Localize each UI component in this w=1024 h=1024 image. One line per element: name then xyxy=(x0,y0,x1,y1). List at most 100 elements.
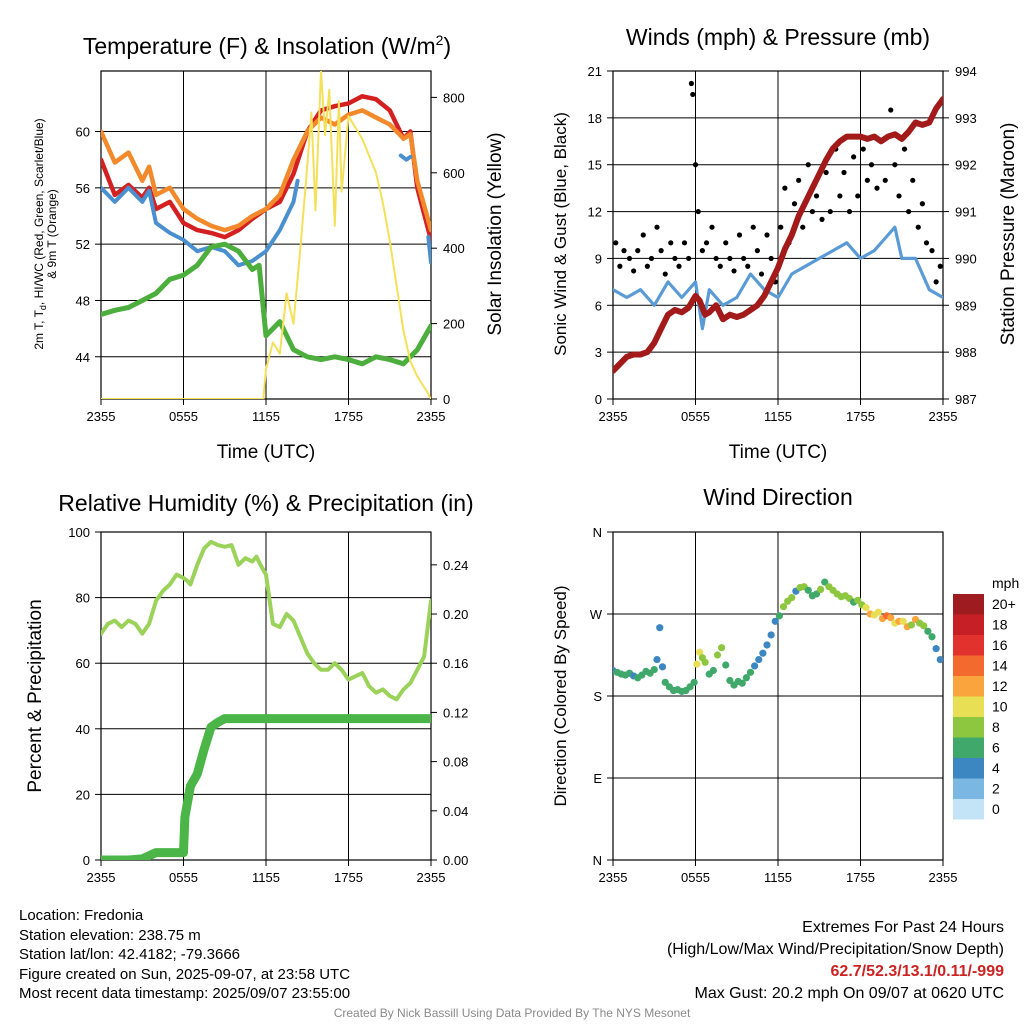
direction-point xyxy=(653,655,661,664)
humidity-right-tick-label: 0.16 xyxy=(443,656,468,671)
winds-gust-point xyxy=(892,162,898,168)
winds-right-tick-label: 994 xyxy=(955,64,977,79)
winds-right-tick-label: 987 xyxy=(955,392,977,407)
direction-point xyxy=(817,585,825,594)
temperature-hi-wc-line xyxy=(101,153,431,268)
winds-gust-point xyxy=(731,268,737,274)
winds-gust-point xyxy=(754,248,760,254)
winds-gust-point xyxy=(796,177,802,183)
winds-y-tick-label: 18 xyxy=(588,111,602,126)
direction-legend-title: mph xyxy=(992,575,1019,591)
winds-gust-point xyxy=(805,162,811,168)
winds-right-axis-label: Station Pressure (Maroon) xyxy=(998,123,1019,346)
humidity-plot-frame xyxy=(100,531,432,861)
speed-legend-swatch xyxy=(953,717,984,738)
direction-point xyxy=(821,578,829,586)
temperature-left-axis-label: 2m T, Td, HI/WC (Red, Green, Scarlet/Blu… xyxy=(32,118,48,349)
speed-legend-label: 4 xyxy=(992,760,1000,776)
humidity-right-tick-label: 0.24 xyxy=(443,558,468,573)
direction-point xyxy=(854,596,862,604)
extremes-title: Extremes For Past 24 Hours xyxy=(802,919,1004,936)
winds-gust-point xyxy=(910,177,916,183)
direction-point xyxy=(763,641,771,649)
temperature-series-group xyxy=(101,71,431,399)
humidity-series-group xyxy=(101,539,431,860)
winds-sonic-wind-line xyxy=(613,225,943,331)
winds-left-axis-label: Sonic Wind & Gust (Blue, Black) xyxy=(551,112,570,356)
humidity-y-tick-label: 60 xyxy=(76,656,90,671)
winds-gust-point xyxy=(937,263,943,269)
temperature-right-tick-label: 200 xyxy=(443,317,465,332)
direction-point xyxy=(713,651,722,659)
winds-gust-point xyxy=(713,255,719,262)
humidity-y-tick-label: 40 xyxy=(76,722,90,737)
winds-right-tick-label: 991 xyxy=(955,205,977,220)
humidity-y-tick-label: 100 xyxy=(68,525,90,540)
winds-y-tick-label: 12 xyxy=(588,205,602,220)
direction-point xyxy=(920,622,928,630)
humidity-precipitation-line xyxy=(101,714,431,860)
winds-x-tick-label: 2355 xyxy=(929,409,958,424)
humidity-right-tick-label: 0.04 xyxy=(443,804,468,819)
winds-gust-point xyxy=(758,271,765,277)
speed-legend-swatch xyxy=(953,594,984,615)
winds-pressure-line xyxy=(613,96,943,374)
direction-point xyxy=(701,658,709,666)
temperature-right-tick-label: 400 xyxy=(443,241,465,256)
humidity-x-tick-label: 1755 xyxy=(334,870,363,885)
winds-gust-point xyxy=(695,208,701,215)
credit-line: Created By Nick Bassill Using Data Provi… xyxy=(333,1006,691,1020)
speed-legend-label: 10 xyxy=(992,699,1008,715)
humidity-right-tick-label: 0.12 xyxy=(443,705,468,720)
winds-gust-point xyxy=(690,91,696,98)
humidity-axes: 2355 0555 1155 1755 2355 0 20 40 60 80 100 0.00 0.04… xyxy=(68,525,468,885)
winds-gust-point xyxy=(709,224,715,230)
humidity-y-tick-label: 20 xyxy=(76,787,90,802)
temperature-9m-t-line xyxy=(101,108,431,233)
winds-gust-point xyxy=(813,193,820,199)
humidity-relative-humidity-line xyxy=(101,539,431,702)
temperature-x-tick-label: 1755 xyxy=(334,409,363,424)
winds-gust-point xyxy=(741,255,747,262)
temperature-x-tick-label: 2355 xyxy=(87,409,116,424)
temperature-y-tick-label: 48 xyxy=(76,293,90,308)
speed-legend-swatch xyxy=(953,635,984,656)
direction-point xyxy=(767,631,775,639)
direction-point xyxy=(696,648,704,656)
winds-gust-point xyxy=(668,240,674,246)
winds-gust-point xyxy=(640,232,646,238)
humidity-x-tick-label: 2355 xyxy=(87,870,116,885)
direction-point xyxy=(804,586,812,594)
temperature-y-tick-label: 44 xyxy=(76,350,90,365)
temperature-x-tick-label: 0555 xyxy=(169,409,198,424)
winds-series-group xyxy=(613,80,943,374)
direction-points-group xyxy=(613,578,943,696)
winds-gust-point xyxy=(874,185,880,191)
temperature-x-tick-label: 1155 xyxy=(252,409,280,424)
winds-gust-point xyxy=(923,240,930,246)
direction-point xyxy=(936,655,943,664)
figure-created: Figure created on Sun, 2025-09-07, at 23… xyxy=(19,965,351,983)
direction-point xyxy=(924,627,932,635)
temperature-x-axis-label: Time (UTC) xyxy=(217,442,316,463)
winds-gust-point xyxy=(723,240,729,246)
extremes-values: 62.7/52.3/13.1/0.11/-999 xyxy=(830,963,1004,980)
max-gust: Max Gust: 20.2 mph On 09/07 at 0620 UTC xyxy=(694,985,1005,1002)
winds-axes: 2355 0555 1155 1755 2355 0 3 6 9 12 15 18 21 987 988 98… xyxy=(588,64,977,424)
winds-x-tick-label: 0555 xyxy=(681,409,710,424)
winds-right-tick-label: 990 xyxy=(955,251,977,266)
direction-axes: 2355 0555 1155 1755 2355 N E S W N xyxy=(590,525,958,885)
speed-legend: 20+ 18 16 14 12 10 8 6 4 2 0 xyxy=(953,594,1016,820)
direction-x-tick-label: 1755 xyxy=(846,870,875,885)
direction-point xyxy=(746,668,755,676)
winds-y-tick-label: 9 xyxy=(595,251,602,266)
direction-point xyxy=(661,678,669,686)
winds-right-tick-label: 993 xyxy=(955,111,977,126)
direction-x-tick-label: 2355 xyxy=(929,870,958,885)
direction-point xyxy=(759,649,767,657)
winds-gust-point xyxy=(686,255,692,262)
extremes-subtitle: (High/Low/Max Wind/Precipitation/Snow De… xyxy=(666,941,1004,958)
winds-gust-point xyxy=(929,248,935,254)
speed-legend-swatch xyxy=(953,696,984,717)
